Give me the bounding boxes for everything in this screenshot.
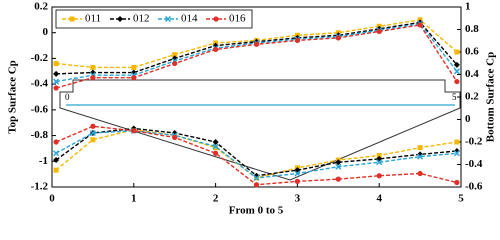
marker [90, 64, 96, 70]
y-tick-label: 0.2 [34, 1, 48, 13]
y-tick-label: -1 [39, 155, 48, 167]
marker [172, 134, 178, 141]
series-line [56, 21, 458, 75]
marker [253, 182, 260, 188]
marker [335, 163, 342, 170]
marker [213, 46, 219, 53]
marker [294, 178, 300, 184]
y-tick-label: -0.4 [31, 78, 49, 90]
legend-label: 014 [181, 13, 198, 25]
marker [454, 139, 460, 145]
marker [335, 176, 341, 182]
y2-tick-label: 0.8 [465, 23, 479, 35]
legend-label: 016 [229, 13, 246, 25]
inset-label: 0 [65, 92, 70, 102]
y-tick-label: -0.6 [31, 103, 49, 115]
x-axis-title: From 0 to 5 [229, 205, 284, 217]
marker [376, 153, 382, 158]
marker [164, 15, 172, 23]
marker [294, 170, 301, 177]
marker [212, 139, 219, 145]
marker [53, 167, 59, 173]
legend-box [55, 9, 253, 29]
y2-tick-label: 0.2 [465, 91, 479, 103]
marker [212, 143, 219, 150]
y2-axis-title: Bottom Surface Cp [485, 52, 497, 142]
marker [453, 68, 460, 75]
marker [131, 75, 137, 81]
y-axis-title: Top Surface Cp [7, 60, 19, 134]
legend-label: 012 [133, 13, 150, 25]
marker [213, 145, 219, 151]
y-tick-label: 0 [43, 26, 49, 38]
marker [376, 28, 382, 35]
y-tick-label: -0.2 [31, 52, 49, 64]
marker [131, 128, 137, 134]
marker [376, 173, 382, 179]
marker [213, 150, 219, 156]
y2-tick-label: -0.4 [465, 158, 483, 170]
x-tick-label: 5 [458, 193, 464, 205]
inset-outline [59, 79, 461, 181]
marker [172, 52, 178, 58]
y2-tick-label: -0.2 [465, 136, 483, 148]
marker [53, 139, 59, 145]
marker [213, 16, 219, 22]
chart: 0 5 From 0 to 5 Top Surface Cp Bottom Su… [7, 1, 497, 217]
marker [453, 61, 460, 68]
y2-tick-label: 0.4 [465, 68, 479, 80]
marker [89, 129, 96, 137]
y-tick-label: -0.8 [31, 129, 49, 141]
legend-label: 011 [85, 13, 101, 25]
marker [417, 22, 423, 28]
marker [454, 49, 460, 55]
marker [53, 150, 60, 157]
series-line [55, 24, 458, 89]
x-tick-label: 1 [131, 193, 137, 205]
marker [417, 170, 423, 177]
marker [294, 37, 300, 44]
y2-tick-label: -0.6 [465, 181, 483, 193]
series-line [55, 128, 458, 179]
marker [53, 157, 60, 163]
y-tick-label: -1.2 [31, 181, 49, 193]
marker [117, 16, 123, 22]
marker [90, 123, 96, 129]
marker [172, 60, 178, 67]
x-tick-label: 4 [376, 193, 382, 205]
y2-tick-label: 0 [465, 113, 471, 125]
marker [454, 78, 460, 85]
marker [454, 179, 460, 186]
marker [253, 41, 260, 47]
marker [376, 159, 383, 166]
marker [131, 64, 137, 70]
inset-label: 5 [452, 92, 457, 102]
marker [417, 145, 423, 151]
marker [335, 35, 341, 41]
x-tick-label: 2 [213, 193, 219, 205]
marker [253, 174, 260, 182]
y2-tick-label: 1 [465, 1, 471, 13]
marker [417, 153, 424, 160]
marker [69, 16, 75, 22]
marker [453, 150, 460, 157]
marker [90, 75, 96, 81]
marker [53, 70, 60, 77]
x-tick-label: 3 [295, 193, 301, 205]
marker [53, 78, 60, 85]
marker [90, 137, 96, 143]
series-line [55, 130, 457, 179]
y2-tick-label: 0.6 [465, 46, 479, 58]
marker [335, 159, 342, 166]
x-tick-label: 0 [49, 193, 55, 205]
marker [53, 85, 59, 91]
marker [53, 61, 59, 67]
